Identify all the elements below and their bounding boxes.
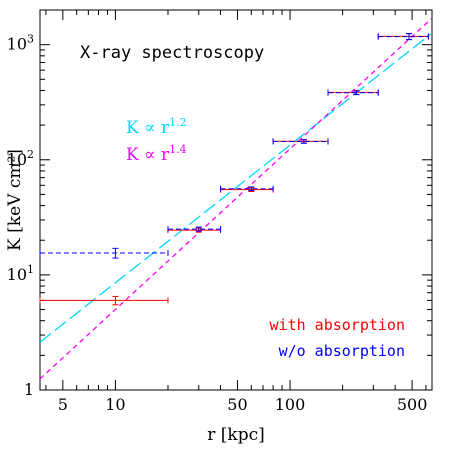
data-point	[167, 227, 222, 234]
data-point	[327, 89, 379, 96]
y-tick-label: 101	[7, 263, 34, 284]
plot-frame	[39, 9, 433, 391]
line-label-base: K ∝ r	[126, 145, 170, 165]
reference-lines	[40, 17, 432, 380]
chart-title: X-ray spectroscopy	[80, 43, 264, 63]
tick-labels: 5 10 50 100 500 1 101 102 103	[7, 33, 428, 414]
x-tick-label: 100	[275, 395, 306, 414]
data-point	[167, 226, 222, 233]
line-label-k-r14: K ∝ r1.4	[126, 143, 187, 165]
line-label-k-r12: K ∝ r1.2	[126, 116, 187, 138]
y-tick-label: 1	[24, 380, 34, 399]
x-axis-label: r [kpc]	[207, 425, 265, 445]
x-tick-label: 10	[105, 395, 125, 414]
legend-without-absorption: w/o absorption	[279, 342, 405, 360]
data-point	[220, 185, 274, 192]
y-axis-label: K [keV cm²]	[5, 149, 25, 251]
axis-ticks	[40, 9, 432, 391]
data-point	[272, 138, 329, 145]
line-label-base: K ∝ r	[126, 118, 170, 138]
data-point	[220, 186, 274, 193]
power-law-line	[40, 32, 432, 343]
data-point	[39, 247, 169, 259]
power-law-line	[40, 17, 432, 380]
y-tick-label: 102	[7, 148, 34, 169]
line-label-exponent: 1.2	[169, 116, 187, 129]
data-point	[39, 295, 169, 306]
line-label-exponent: 1.4	[169, 143, 187, 156]
x-tick-label: 50	[227, 395, 247, 414]
data-point	[377, 33, 429, 41]
legend-with-absorption: with absorption	[270, 316, 405, 334]
x-tick-label: 500	[397, 395, 428, 414]
x-tick-label: 5	[58, 395, 68, 414]
y-tick-label: 103	[7, 33, 34, 54]
data-series	[39, 32, 429, 306]
